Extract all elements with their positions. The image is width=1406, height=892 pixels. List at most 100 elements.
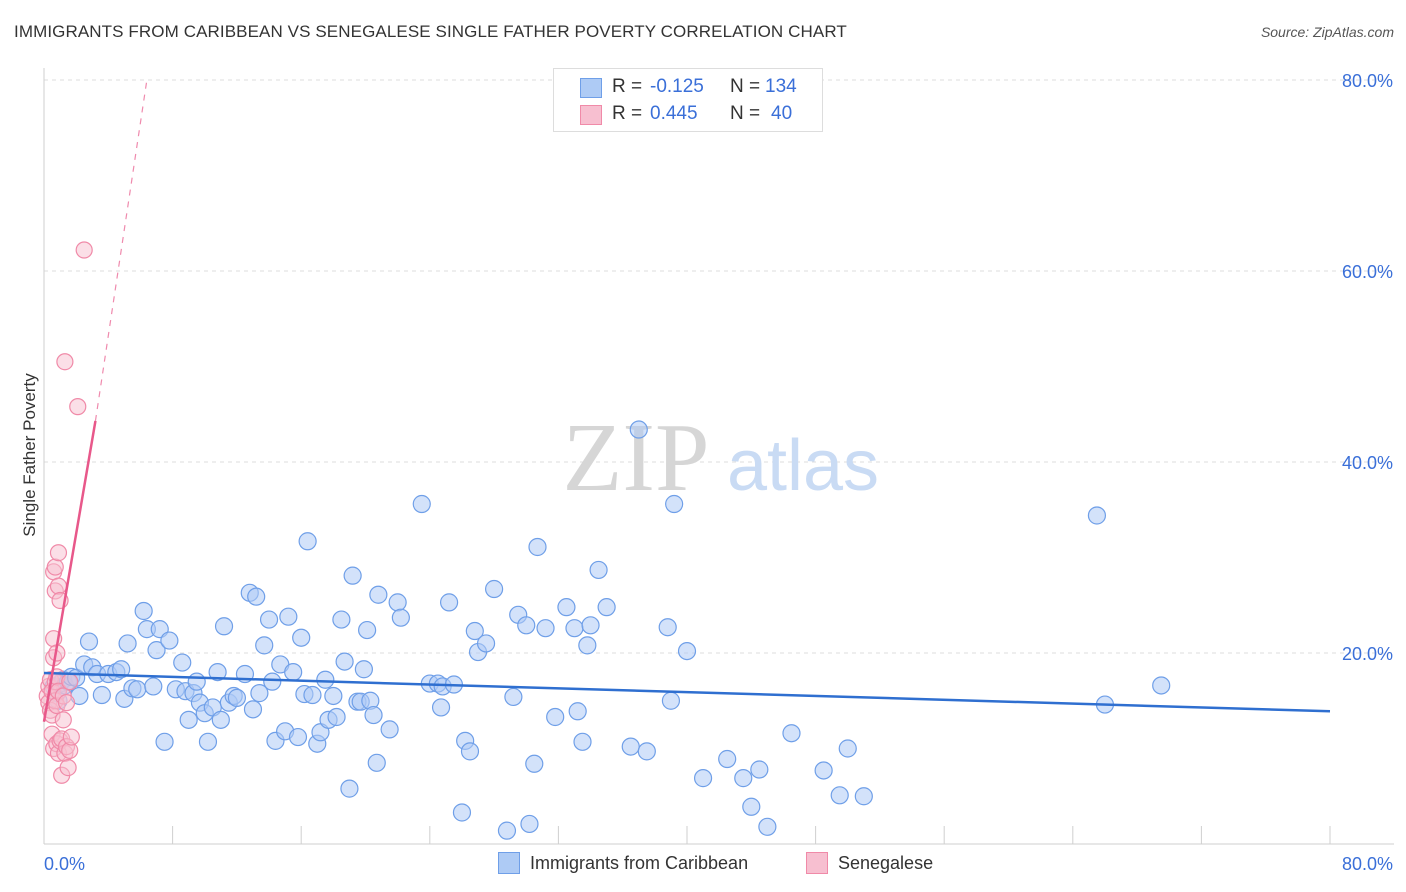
data-point-caribbean: [838, 739, 857, 758]
series-senegalese-points: [38, 241, 93, 784]
data-point-caribbean: [327, 707, 346, 727]
data-point-caribbean: [412, 494, 431, 514]
data-point-caribbean: [525, 754, 544, 773]
grid-lines: [44, 79, 1394, 654]
data-point-caribbean: [573, 732, 592, 751]
data-point-senegalese: [59, 758, 77, 777]
data-point-caribbean: [742, 797, 761, 816]
data-point-senegalese: [69, 398, 87, 416]
data-point-caribbean: [187, 672, 206, 691]
data-point-senegalese: [49, 544, 68, 562]
data-point-caribbean: [520, 814, 539, 834]
data-point-caribbean: [173, 653, 192, 672]
data-point-caribbean: [134, 601, 153, 621]
data-point-caribbean: [854, 787, 873, 806]
data-point-caribbean: [637, 742, 656, 761]
data-point-caribbean: [340, 779, 359, 798]
legend-n-value: 134: [765, 76, 797, 97]
data-point-caribbean: [439, 593, 459, 612]
data-point-caribbean: [367, 753, 386, 772]
source-label: Source: ZipAtlas.com: [1260, 24, 1394, 40]
data-point-senegalese: [57, 694, 76, 712]
data-point-caribbean: [208, 662, 227, 682]
data-point-caribbean: [214, 617, 234, 636]
data-point-caribbean: [528, 537, 547, 557]
y-tick-label: 80.0%: [1342, 71, 1393, 91]
legend-swatch-blue: [580, 78, 602, 98]
data-point-caribbean: [354, 660, 373, 679]
data-point-caribbean: [288, 727, 308, 747]
axes: [43, 68, 1394, 845]
legend-row-senegalese: R = 0.445 N = 40: [580, 103, 820, 127]
data-point-caribbean: [364, 705, 383, 725]
data-point-caribbean: [92, 685, 111, 705]
data-point-caribbean: [211, 710, 230, 729]
data-point-caribbean: [485, 579, 504, 599]
data-point-caribbean: [391, 608, 410, 627]
data-point-caribbean: [250, 684, 269, 703]
data-point-caribbean: [734, 769, 753, 788]
data-point-senegalese: [49, 577, 68, 595]
data-point-caribbean: [661, 691, 681, 710]
data-point-caribbean: [243, 700, 263, 719]
data-point-caribbean: [830, 786, 849, 805]
data-point-caribbean: [198, 732, 218, 751]
legend-n-value: 40: [771, 103, 793, 124]
data-point-senegalese: [54, 711, 72, 729]
legend-label-caribbean: Immigrants from Caribbean: [530, 853, 749, 873]
data-point-caribbean: [546, 707, 565, 727]
legend-n-label: N =: [730, 76, 761, 97]
data-point-caribbean: [465, 621, 484, 641]
watermark-zip: ZIP: [563, 404, 710, 512]
data-point-caribbean: [303, 685, 322, 705]
data-point-caribbean: [255, 636, 274, 655]
legend-r-label: R =: [612, 103, 643, 124]
trend-line-senegalese: [42, 420, 97, 722]
data-point-caribbean: [565, 619, 584, 638]
data-point-caribbean: [369, 585, 388, 604]
watermark: ZIP atlas: [563, 404, 880, 512]
data-point-senegalese: [75, 241, 93, 259]
data-point-caribbean: [259, 610, 279, 629]
data-point-senegalese: [56, 353, 74, 371]
data-point-caribbean: [118, 634, 137, 653]
data-point-caribbean: [693, 769, 713, 788]
data-point-caribbean: [279, 607, 298, 626]
data-point-caribbean: [476, 634, 496, 653]
data-point-caribbean: [718, 749, 737, 769]
trend-line-caribbean: [43, 671, 1331, 713]
data-point-caribbean: [578, 636, 597, 655]
data-point-caribbean: [358, 620, 377, 640]
data-point-caribbean: [332, 610, 351, 629]
legend-swatch-pink: [806, 852, 828, 874]
chart-title: IMMIGRANTS FROM CARIBBEAN VS SENEGALESE …: [14, 22, 847, 41]
data-point-caribbean: [629, 420, 648, 439]
legend-r-value: 0.445: [650, 103, 698, 124]
data-point-caribbean: [324, 686, 343, 706]
data-point-caribbean: [112, 660, 131, 679]
data-point-caribbean: [263, 672, 282, 691]
data-point-caribbean: [452, 803, 472, 822]
data-point-caribbean: [343, 566, 362, 585]
data-point-caribbean: [380, 720, 399, 739]
data-point-caribbean: [316, 670, 335, 689]
data-point-caribbean: [677, 641, 697, 661]
data-point-caribbean: [1152, 676, 1171, 695]
data-point-caribbean: [750, 760, 769, 779]
data-point-caribbean: [144, 677, 163, 696]
data-point-caribbean: [79, 632, 99, 651]
data-point-caribbean: [782, 724, 801, 743]
data-point-caribbean: [504, 687, 523, 707]
data-point-caribbean: [147, 641, 166, 660]
data-point-caribbean: [1087, 506, 1107, 525]
data-point-caribbean: [155, 732, 174, 751]
legend-label-senegalese: Senegalese: [838, 853, 934, 873]
data-point-caribbean: [160, 631, 179, 650]
data-point-caribbean: [597, 598, 616, 617]
data-point-caribbean: [517, 616, 536, 635]
data-point-caribbean: [536, 619, 555, 638]
data-point-caribbean: [589, 560, 608, 580]
x-tick-label: 0.0%: [44, 854, 85, 874]
data-point-caribbean: [568, 702, 587, 721]
